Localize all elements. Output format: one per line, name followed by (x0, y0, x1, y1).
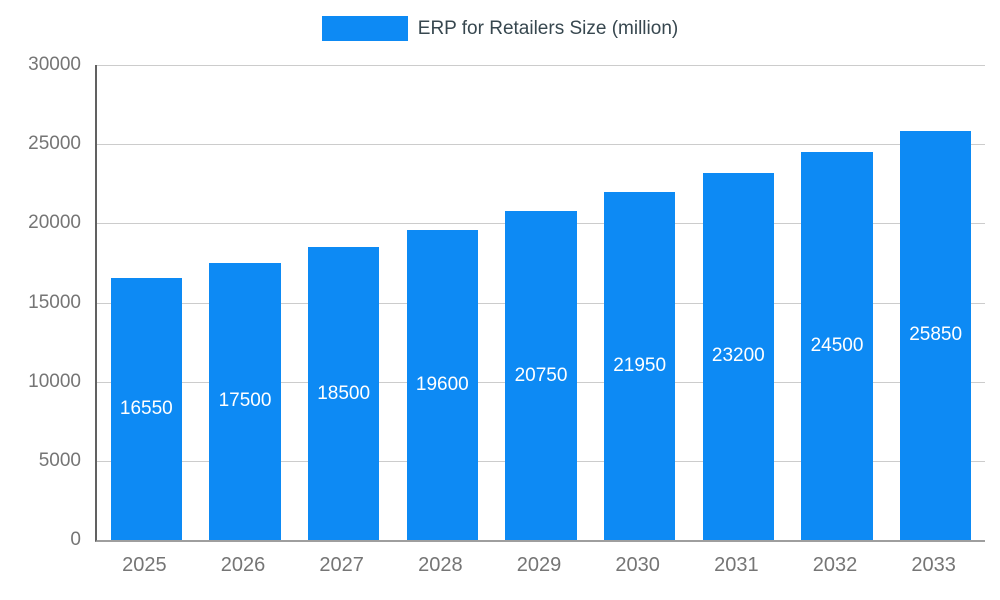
y-axis-tick-label: 20000 (28, 212, 81, 234)
bar-value-label: 21950 (613, 355, 667, 377)
y-axis-tick-label: 0 (70, 529, 81, 550)
bar-2027: 18500 (308, 247, 380, 540)
gridline (97, 65, 985, 66)
bar-2031: 23200 (702, 172, 774, 540)
plot-area: 16550 17500 18500 19600 20750 21950 23200 24500… (95, 65, 985, 542)
x-axis-tick-label: 2029 (516, 554, 562, 576)
bar-value-label: 19600 (415, 373, 469, 395)
x-axis-tick-label: 2028 (418, 554, 463, 576)
legend-label: ERP for Retailers Size (million) (417, 17, 679, 39)
bar-2028: 19600 (406, 229, 478, 540)
x-axis-tick-label: 2033 (911, 554, 956, 576)
bar-value-label: 20750 (514, 364, 568, 386)
y-axis-tick-label: 30000 (28, 54, 81, 75)
bar-2029: 20750 (505, 211, 577, 540)
y-axis-tick-label: 5000 (38, 449, 81, 471)
x-axis-tick-label: 2027 (319, 554, 364, 576)
gridline (97, 144, 985, 146)
bar-2033: 25850 (900, 130, 972, 540)
bar-value-label: 25850 (909, 324, 963, 346)
legend-swatch-icon (321, 16, 408, 41)
bar-value-label: 24500 (810, 335, 864, 357)
y-axis-tick-label: 10000 (28, 370, 81, 392)
x-axis: 2025 2026 2027 2028 2029 2030 2031 2032 2033 (95, 548, 983, 584)
x-axis-tick-label: 2032 (812, 554, 858, 576)
bar-value-label: 18500 (317, 382, 371, 404)
x-axis-tick-label: 2031 (714, 554, 759, 576)
x-axis-tick-label: 2026 (220, 554, 266, 576)
y-axis-tick-label: 25000 (28, 133, 81, 155)
bar-2032: 24500 (801, 152, 873, 540)
y-axis-tick-label: 15000 (28, 291, 81, 313)
x-axis-tick-label: 2030 (615, 554, 660, 576)
chart-legend[interactable]: ERP for Retailers Size (million) (0, 16, 1000, 41)
bar-value-label: 16550 (119, 397, 173, 419)
bar-value-label: 17500 (218, 390, 272, 412)
y-axis: 0 5000 10000 15000 20000 25000 30000 (0, 54, 85, 550)
bar-2030: 21950 (604, 192, 676, 540)
bar-2026: 17500 (209, 262, 281, 540)
x-axis-tick-label: 2025 (122, 554, 167, 576)
bar-2025: 16550 (110, 277, 182, 540)
bar-value-label: 23200 (711, 345, 765, 367)
